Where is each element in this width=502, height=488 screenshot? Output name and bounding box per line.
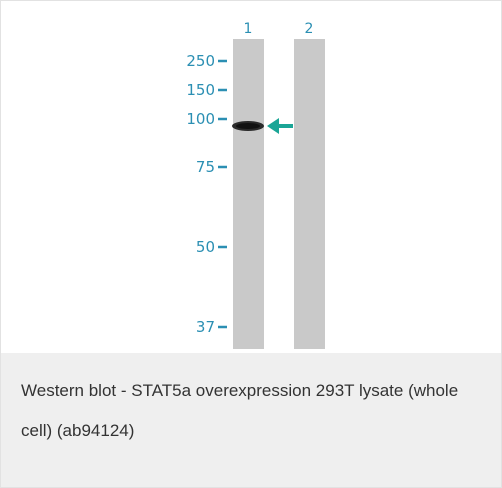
marker-label: 150	[186, 81, 215, 99]
band-core	[236, 123, 260, 129]
marker-label: 250	[186, 52, 215, 70]
marker-label: 50	[196, 238, 215, 256]
marker-label: 100	[186, 110, 215, 128]
marker-ladder: 250 150 100 75 50 37	[186, 52, 227, 336]
caption-text: Western blot - STAT5a overexpression 293…	[1, 353, 501, 451]
lane-label: 2	[305, 21, 314, 37]
arrow	[267, 118, 293, 134]
marker-label: 75	[196, 158, 215, 176]
caption-panel: Western blot - STAT5a overexpression 293…	[1, 353, 501, 487]
lane-label: 1	[244, 21, 253, 37]
marker-label: 37	[196, 318, 215, 336]
lane	[233, 39, 264, 349]
western-blot: 1 2 250 150 100 75 50 37	[1, 1, 501, 353]
product-image-card: 1 2 250 150 100 75 50 37 Western blot - STAT5…	[0, 0, 502, 488]
lane	[294, 39, 325, 349]
